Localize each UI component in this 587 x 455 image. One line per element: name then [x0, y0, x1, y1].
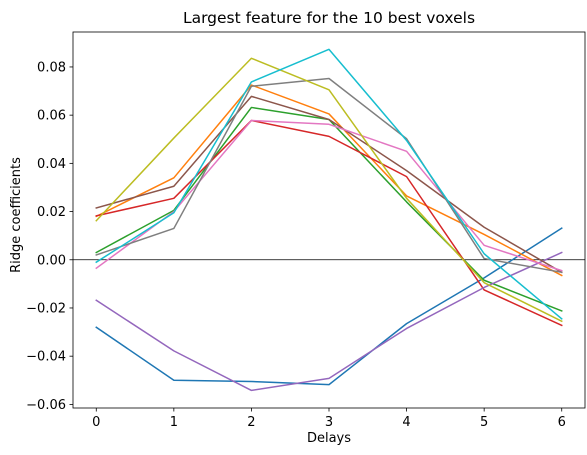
x-tick-label: 1: [170, 415, 178, 430]
y-axis-ticks: −0.06 −0.04 −0.02 0.00 0.02 0.04 0.06 0.08: [26, 60, 73, 413]
x-tick-label: 5: [480, 415, 488, 430]
series-line-3: [95, 106, 563, 312]
series-line-7: [95, 119, 563, 272]
x-tick-label: 6: [558, 415, 566, 430]
series-line-6: [95, 95, 563, 274]
x-tick-label: 0: [92, 415, 100, 430]
y-tick-label: 0.04: [37, 157, 66, 172]
x-tick-label: 4: [402, 415, 410, 430]
series-line-8: [95, 77, 563, 274]
x-axis-label: Delays: [307, 431, 351, 446]
series-line-1: [95, 227, 563, 386]
y-axis-label: Ridge coefficients: [9, 157, 24, 273]
y-tick-label: 0.02: [37, 205, 66, 220]
chart-title: Largest feature for the 10 best voxels: [183, 9, 475, 27]
x-tick-label: 3: [325, 415, 333, 430]
series-line-5: [95, 251, 563, 392]
plot-area: [72, 31, 586, 409]
y-tick-label: 0.06: [37, 109, 66, 124]
series-line-10: [95, 48, 563, 320]
series-line-9: [95, 57, 563, 323]
y-tick-label: −0.04: [26, 350, 66, 365]
x-tick-label: 2: [247, 415, 255, 430]
y-tick-label: 0.08: [37, 60, 66, 75]
y-tick-label: −0.02: [26, 301, 66, 316]
series-line-2: [95, 84, 563, 277]
plot-frame: [72, 31, 586, 409]
series-line-4: [95, 119, 563, 327]
y-tick-label: 0.00: [37, 253, 66, 268]
x-axis-ticks: 0 1 2 3 4 5 6: [92, 408, 566, 430]
y-tick-label: −0.06: [26, 398, 66, 413]
